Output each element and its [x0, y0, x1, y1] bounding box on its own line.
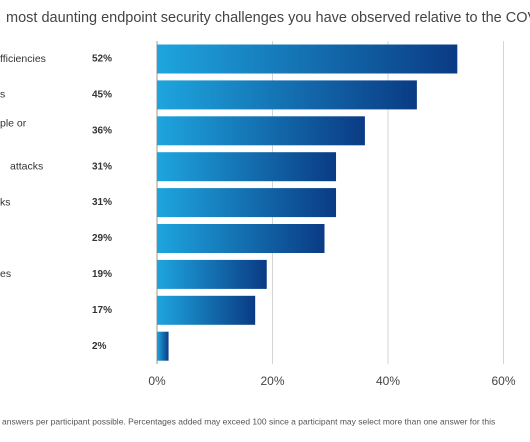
bar	[157, 331, 169, 361]
x-tick-label: 60%	[491, 374, 515, 388]
value-label: 45%	[92, 90, 112, 101]
bar	[157, 224, 325, 253]
category-label: s	[0, 89, 5, 101]
value-label: 36%	[92, 125, 112, 136]
category-label: es	[0, 268, 11, 280]
x-tick-label: 40%	[376, 374, 400, 388]
value-label: 52%	[92, 54, 112, 65]
value-label: 31%	[92, 161, 112, 172]
category-label: fficiencies	[0, 53, 46, 65]
x-tick-label: 0%	[148, 374, 166, 388]
footnote: answers per participant possible. Percen…	[2, 416, 495, 426]
value-label: 2%	[92, 341, 107, 352]
bar	[157, 259, 267, 289]
value-label: 17%	[92, 305, 112, 316]
category-label: ks	[0, 196, 11, 208]
chart-title: most daunting endpoint security challeng…	[6, 10, 530, 26]
bar	[157, 295, 256, 325]
value-label: 31%	[92, 197, 112, 208]
bar	[157, 80, 417, 110]
value-label: 29%	[92, 233, 112, 244]
category-label: attacks	[10, 160, 43, 172]
value-label: 19%	[92, 269, 112, 280]
bar	[157, 188, 337, 218]
x-tick-label: 20%	[260, 374, 284, 388]
bar	[157, 44, 458, 74]
category-label: ple or	[0, 118, 27, 130]
bar	[157, 116, 365, 146]
bar	[157, 152, 337, 182]
